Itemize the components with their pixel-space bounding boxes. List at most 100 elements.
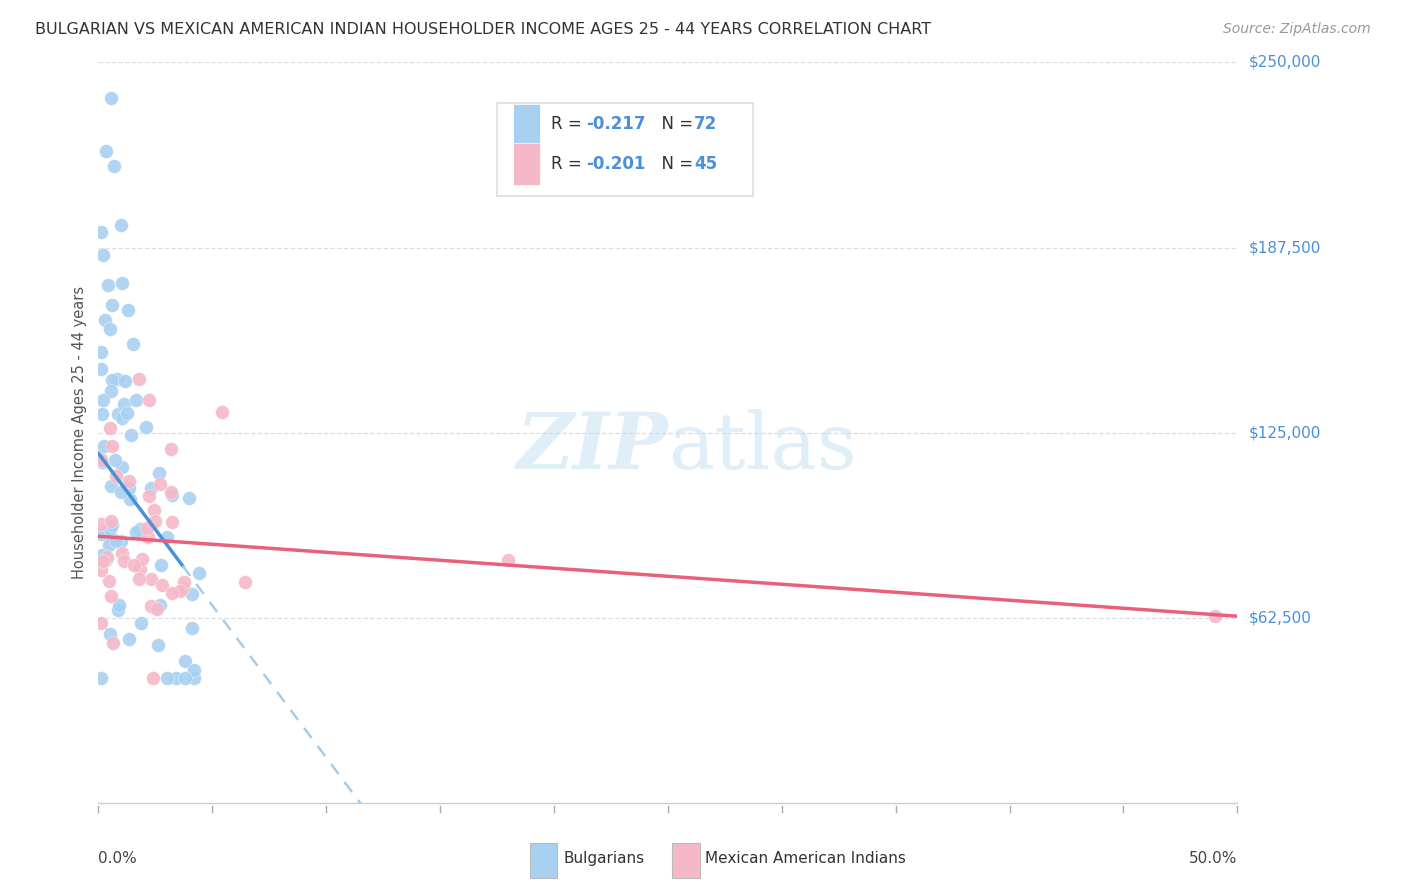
Text: $62,500: $62,500 [1249,610,1312,625]
Point [90,455,112,469]
Point [93,554,115,568]
Point [172,582,194,596]
Point [118,632,141,646]
Point [91,392,114,407]
Point [94,313,117,327]
Point [100,421,122,435]
Point [115,406,138,420]
Text: $125,000: $125,000 [1249,425,1320,440]
Text: R =: R = [551,154,586,173]
Point [97,574,120,589]
Point [146,638,169,652]
Point [160,488,183,502]
Point [135,419,157,434]
Point [91,548,114,562]
Point [128,372,150,386]
Point [118,491,141,506]
Point [160,484,183,499]
Text: -0.217: -0.217 [586,115,645,134]
Text: Mexican American Indians: Mexican American Indians [706,851,907,866]
Point [100,589,122,603]
Point [142,503,165,517]
Point [98,538,121,552]
Point [108,599,131,613]
Point [101,517,124,532]
Point [160,442,183,456]
Point [107,603,129,617]
Point [98,522,121,536]
Point [124,558,146,572]
Point [165,672,187,686]
Point [183,672,205,686]
Point [100,479,122,493]
Point [111,411,134,425]
Point [111,276,134,290]
Point [149,558,172,572]
Text: 72: 72 [695,115,717,134]
Point [90,225,112,239]
Point [187,566,209,581]
Point [145,514,167,528]
Point [90,517,112,532]
Point [181,621,204,635]
Point [117,303,139,318]
Point [90,563,112,577]
Point [104,452,127,467]
Point [90,345,112,359]
Point [120,428,142,442]
Point [90,452,112,467]
Text: 45: 45 [695,154,717,173]
Text: ZIP: ZIP [516,409,668,485]
FancyBboxPatch shape [513,143,540,186]
Point [112,554,135,568]
Point [90,453,112,467]
Text: 0.0%: 0.0% [98,851,138,866]
Point [177,491,200,505]
Point [139,573,162,587]
Point [90,361,112,376]
Point [110,219,132,233]
Point [100,514,122,528]
Text: -0.201: -0.201 [586,154,645,173]
Text: Source: ZipAtlas.com: Source: ZipAtlas.com [1223,22,1371,37]
FancyBboxPatch shape [530,843,557,878]
Point [136,530,159,544]
Text: 50.0%: 50.0% [1189,851,1237,866]
Point [125,525,148,540]
Point [93,439,115,453]
Point [128,562,150,576]
Point [90,527,112,541]
Point [128,573,150,587]
Y-axis label: Householder Income Ages 25 - 44 years: Householder Income Ages 25 - 44 years [72,286,87,579]
Point [180,586,202,600]
Text: N =: N = [651,115,699,134]
Point [111,460,134,475]
Point [91,248,114,262]
FancyBboxPatch shape [513,103,540,146]
Point [98,322,121,336]
Point [148,476,170,491]
Point [211,404,233,418]
Point [112,397,135,411]
Point [98,529,121,543]
Point [138,392,160,407]
Point [110,484,132,499]
Point [160,586,183,600]
Point [146,602,169,616]
Text: Bulgarians: Bulgarians [562,851,644,866]
Text: R =: R = [551,115,586,134]
Point [96,145,118,159]
Point [160,515,183,529]
FancyBboxPatch shape [672,843,700,878]
Text: $250,000: $250,000 [1249,55,1320,70]
Point [111,546,134,560]
Point [183,663,205,677]
Point [94,524,117,538]
Point [107,407,129,421]
Point [174,672,197,686]
Point [498,553,520,567]
Point [103,159,125,173]
Point [105,372,128,386]
Point [148,467,170,481]
Point [139,599,162,614]
